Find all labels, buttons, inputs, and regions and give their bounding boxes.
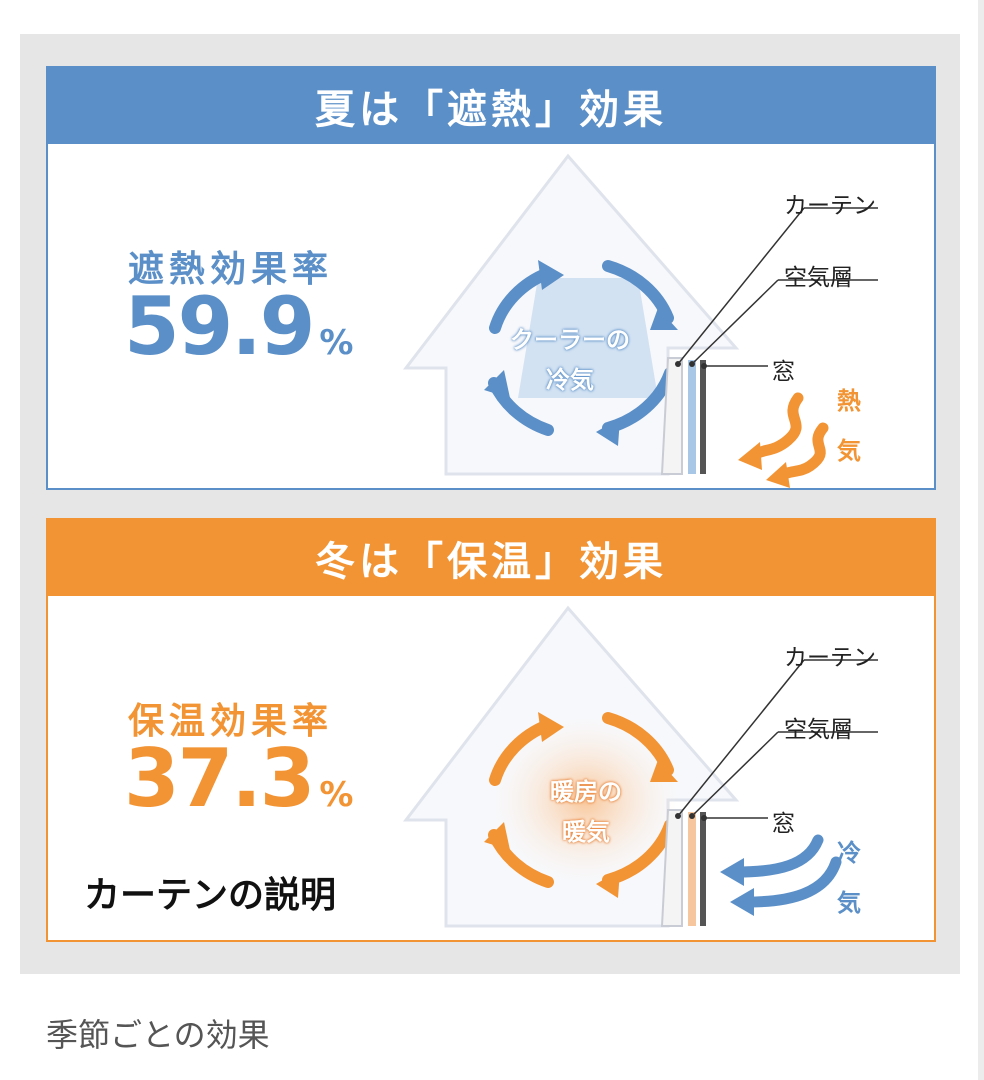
cool-air-core bbox=[518, 278, 658, 398]
leader-lines bbox=[677, 207, 878, 367]
curtain-explanation-caption: カーテンの説明 bbox=[84, 875, 337, 916]
outside-char2: 気 bbox=[837, 437, 861, 465]
shielding-rate-value: 59.9% bbox=[124, 280, 353, 373]
heat-label: 熱気 bbox=[834, 376, 864, 476]
flow-line2: 暖気 bbox=[562, 818, 610, 846]
rate-number: 59.9 bbox=[124, 280, 315, 373]
insulation-rate-label: 保温効果率 bbox=[128, 701, 334, 742]
insulation-rate-value: 37.3% bbox=[124, 732, 353, 825]
circulation-arrowheads bbox=[484, 712, 678, 898]
image-caption: 季節ごとの効果 bbox=[46, 1016, 270, 1054]
winter-panel: 冬は「保温」効果 bbox=[46, 518, 936, 942]
outside-char1: 熱 bbox=[837, 387, 861, 415]
air-layer-label: 空気層 bbox=[784, 717, 853, 743]
cold-arrows bbox=[732, 834, 842, 908]
curtain-label: カーテン bbox=[784, 193, 876, 219]
cold-label: 冷気 bbox=[834, 828, 864, 928]
summer-panel: 夏は「遮熱」効果 bbox=[46, 66, 936, 490]
circulation-arrowheads bbox=[484, 260, 678, 446]
warm-air-label: 暖房の 暖気 bbox=[526, 772, 646, 852]
outside-char2: 気 bbox=[837, 889, 861, 917]
summer-scene bbox=[402, 153, 878, 488]
rate-number: 37.3 bbox=[124, 732, 315, 825]
air-layer-label: 空気層 bbox=[784, 265, 853, 291]
leader-lines bbox=[677, 659, 878, 819]
winter-scene bbox=[402, 605, 878, 928]
air-layer bbox=[688, 360, 696, 474]
curtain bbox=[660, 357, 683, 475]
flow-line1: 暖房の bbox=[550, 778, 622, 806]
heat-arrows bbox=[747, 392, 829, 482]
rate-unit: % bbox=[319, 775, 353, 815]
flow-line2: 冷気 bbox=[546, 366, 594, 394]
window-pane bbox=[700, 360, 706, 474]
shielding-rate-label: 遮熱効果率 bbox=[128, 249, 334, 290]
winter-header: 冬は「保温」効果 bbox=[48, 520, 934, 596]
curtain bbox=[660, 809, 683, 927]
cool-air-label: クーラーの 冷気 bbox=[510, 320, 630, 400]
air-layer bbox=[688, 812, 696, 926]
curtain-label: カーテン bbox=[784, 645, 876, 671]
summer-header: 夏は「遮熱」効果 bbox=[48, 68, 934, 144]
window-label: 窓 bbox=[772, 359, 795, 385]
window-label: 窓 bbox=[772, 811, 795, 837]
outside-char1: 冷 bbox=[837, 839, 861, 867]
flow-line1: クーラーの bbox=[510, 326, 630, 354]
rate-unit: % bbox=[319, 323, 353, 363]
window-pane bbox=[700, 812, 706, 926]
warm-air-core bbox=[494, 718, 678, 882]
scrollbar[interactable] bbox=[978, 0, 984, 1080]
